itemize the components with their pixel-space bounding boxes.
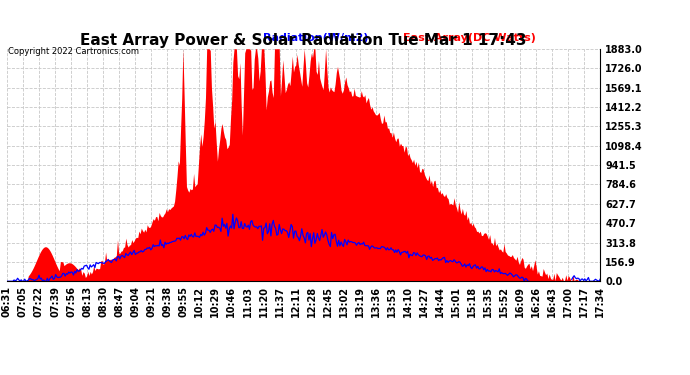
Text: East Array(DC Watts): East Array(DC Watts) bbox=[404, 33, 536, 43]
Text: Radiation(W/m2): Radiation(W/m2) bbox=[263, 33, 368, 43]
Title: East Array Power & Solar Radiation Tue Mar 1 17:43: East Array Power & Solar Radiation Tue M… bbox=[80, 33, 527, 48]
Text: Copyright 2022 Cartronics.com: Copyright 2022 Cartronics.com bbox=[8, 47, 139, 56]
